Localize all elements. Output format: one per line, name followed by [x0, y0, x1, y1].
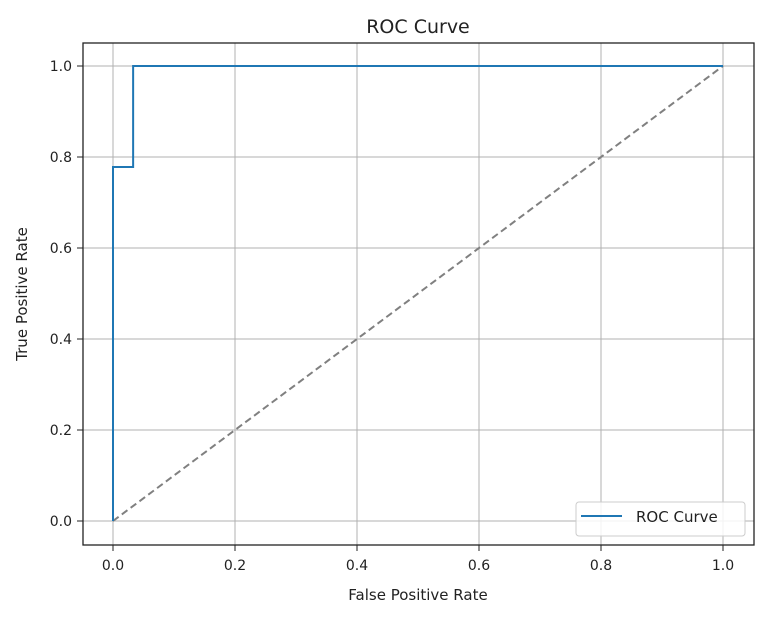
- chart-title: ROC Curve: [366, 16, 470, 38]
- x-tick-label: 0.2: [224, 558, 246, 574]
- ticks: 0.0 0.2 0.4 0.6 0.8 1.0 0.0 0.2 0.4 0.6 0.8 1.0: [50, 59, 734, 574]
- series-roc-curve: [112, 65, 723, 521]
- y-axis-label: True Positive Rate: [13, 227, 31, 362]
- y-tick-label: 0.0: [50, 514, 72, 530]
- x-tick-label: 0.0: [102, 558, 124, 574]
- legend-box: [575, 501, 746, 537]
- y-tick-label: 1.0: [50, 59, 72, 75]
- x-axis-label: False Positive Rate: [348, 586, 487, 604]
- y-tick-label: 0.6: [50, 241, 72, 257]
- x-tick-label: 0.4: [346, 558, 368, 574]
- x-tick-label: 0.8: [590, 558, 612, 574]
- series-layer: [112, 65, 724, 522]
- series-chance: [112, 65, 724, 522]
- legend: ROC Curve: [575, 501, 746, 537]
- x-tick-label: 1.0: [712, 558, 734, 574]
- x-tick-label: 0.6: [468, 558, 490, 574]
- y-tick-label: 0.4: [50, 332, 72, 348]
- legend-label-roc: ROC Curve: [636, 508, 718, 526]
- y-tick-label: 0.8: [50, 150, 72, 166]
- axes-frame: [82, 42, 755, 546]
- y-tick-label: 0.2: [50, 423, 72, 439]
